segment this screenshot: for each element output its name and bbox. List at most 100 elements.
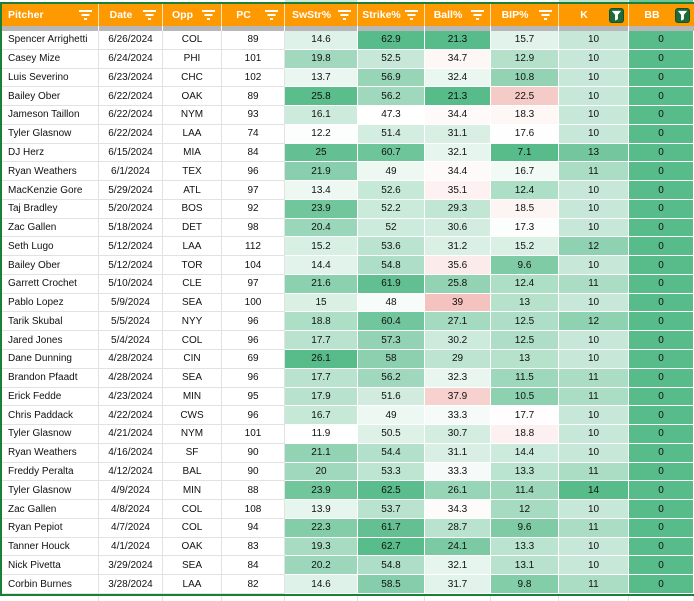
cell-strike[interactable]: 58 xyxy=(358,350,425,369)
cell-date[interactable]: 5/12/2024 xyxy=(99,256,163,275)
cell-ball[interactable]: 27.1 xyxy=(425,312,491,332)
cell-bb[interactable]: 0 xyxy=(629,218,694,238)
cell-pitcher[interactable]: Tyler Glasnow xyxy=(2,124,99,144)
cell-swstr[interactable]: 17.7 xyxy=(285,331,358,351)
cell-bip[interactable]: 12.5 xyxy=(491,312,559,332)
filter-icon-swstr[interactable] xyxy=(338,10,351,20)
cell-bip[interactable]: 12.4 xyxy=(491,181,559,200)
cell-ball[interactable]: 32.1 xyxy=(425,143,491,163)
cell-ball[interactable]: 21.3 xyxy=(425,31,491,50)
cell-k[interactable]: 10 xyxy=(559,218,629,238)
filter-icon-date[interactable] xyxy=(143,10,156,20)
cell-bip[interactable]: 18.8 xyxy=(491,425,559,444)
cell-bb[interactable]: 0 xyxy=(629,181,694,200)
cell-ball[interactable]: 31.7 xyxy=(425,575,491,594)
cell-ball[interactable]: 30.6 xyxy=(425,218,491,238)
cell-bip[interactable]: 13 xyxy=(491,293,559,313)
cell-k[interactable]: 10 xyxy=(559,124,629,144)
cell-swstr[interactable]: 20 xyxy=(285,462,358,482)
cell-k[interactable]: 10 xyxy=(559,537,629,557)
cell-strike[interactable]: 49 xyxy=(358,406,425,426)
cell-pitcher[interactable]: Zac Gallen xyxy=(2,500,99,519)
partial-cell[interactable] xyxy=(491,596,559,601)
cell-date[interactable]: 6/22/2024 xyxy=(99,124,163,144)
cell-pc[interactable]: 82 xyxy=(222,575,285,594)
cell-k[interactable]: 11 xyxy=(559,387,629,407)
cell-strike[interactable]: 61.9 xyxy=(358,274,425,294)
cell-opp[interactable]: COL xyxy=(163,518,222,538)
filter-icon-opp[interactable] xyxy=(202,10,215,20)
cell-pc[interactable]: 74 xyxy=(222,124,285,144)
cell-pc[interactable]: 112 xyxy=(222,237,285,257)
cell-swstr[interactable]: 21.9 xyxy=(285,162,358,182)
cell-bb[interactable]: 0 xyxy=(629,143,694,163)
cell-k[interactable]: 10 xyxy=(559,406,629,426)
cell-date[interactable]: 3/29/2024 xyxy=(99,556,163,576)
cell-swstr[interactable]: 21.6 xyxy=(285,274,358,294)
cell-pitcher[interactable]: Seth Lugo xyxy=(2,237,99,257)
cell-pc[interactable]: 89 xyxy=(222,87,285,107)
cell-strike[interactable]: 56.2 xyxy=(358,87,425,107)
cell-pitcher[interactable]: Zac Gallen xyxy=(2,218,99,238)
cell-bip[interactable]: 13.3 xyxy=(491,462,559,482)
cell-swstr[interactable]: 20.2 xyxy=(285,556,358,576)
cell-bip[interactable]: 13.3 xyxy=(491,537,559,557)
cell-strike[interactable]: 53.3 xyxy=(358,462,425,482)
header-cell-pc[interactable]: PC xyxy=(222,4,285,26)
cell-pitcher[interactable]: Casey Mize xyxy=(2,49,99,69)
cell-pitcher[interactable]: MacKenzie Gore xyxy=(2,181,99,200)
cell-bb[interactable]: 0 xyxy=(629,462,694,482)
cell-date[interactable]: 4/23/2024 xyxy=(99,387,163,407)
cell-bip[interactable]: 10.8 xyxy=(491,68,559,88)
cell-date[interactable]: 4/16/2024 xyxy=(99,443,163,463)
cell-bb[interactable]: 0 xyxy=(629,106,694,125)
cell-pitcher[interactable]: Brandon Pfaadt xyxy=(2,368,99,388)
cell-ball[interactable]: 35.1 xyxy=(425,181,491,200)
cell-bb[interactable]: 0 xyxy=(629,49,694,69)
cell-bb[interactable]: 0 xyxy=(629,87,694,107)
cell-bb[interactable]: 0 xyxy=(629,31,694,50)
cell-swstr[interactable]: 25.8 xyxy=(285,87,358,107)
cell-opp[interactable]: TEX xyxy=(163,162,222,182)
header-cell-swstr[interactable]: SwStr% xyxy=(285,4,358,26)
cell-pitcher[interactable]: Taj Bradley xyxy=(2,199,99,219)
cell-swstr[interactable]: 23.9 xyxy=(285,481,358,501)
cell-ball[interactable]: 30.2 xyxy=(425,331,491,351)
cell-k[interactable]: 10 xyxy=(559,106,629,125)
cell-ball[interactable]: 29 xyxy=(425,350,491,369)
cell-bip[interactable]: 9.6 xyxy=(491,518,559,538)
cell-date[interactable]: 4/28/2024 xyxy=(99,350,163,369)
cell-k[interactable]: 12 xyxy=(559,237,629,257)
cell-pitcher[interactable]: Luis Severino xyxy=(2,68,99,88)
cell-ball[interactable]: 33.3 xyxy=(425,462,491,482)
cell-date[interactable]: 4/12/2024 xyxy=(99,462,163,482)
cell-swstr[interactable]: 16.7 xyxy=(285,406,358,426)
cell-opp[interactable]: CLE xyxy=(163,274,222,294)
cell-date[interactable]: 4/7/2024 xyxy=(99,518,163,538)
cell-opp[interactable]: CIN xyxy=(163,350,222,369)
cell-date[interactable]: 6/26/2024 xyxy=(99,31,163,50)
cell-swstr[interactable]: 14.6 xyxy=(285,575,358,594)
cell-date[interactable]: 4/21/2024 xyxy=(99,425,163,444)
cell-bip[interactable]: 18.3 xyxy=(491,106,559,125)
cell-strike[interactable]: 53.7 xyxy=(358,500,425,519)
cell-opp[interactable]: DET xyxy=(163,218,222,238)
cell-swstr[interactable]: 14.6 xyxy=(285,31,358,50)
cell-swstr[interactable]: 20.4 xyxy=(285,218,358,238)
cell-k[interactable]: 11 xyxy=(559,274,629,294)
cell-bip[interactable]: 17.3 xyxy=(491,218,559,238)
cell-k[interactable]: 10 xyxy=(559,68,629,88)
cell-date[interactable]: 6/22/2024 xyxy=(99,106,163,125)
cell-bip[interactable]: 12.4 xyxy=(491,274,559,294)
partial-cell[interactable] xyxy=(285,596,358,601)
cell-pitcher[interactable]: Tanner Houck xyxy=(2,537,99,557)
cell-opp[interactable]: CWS xyxy=(163,406,222,426)
partial-cell[interactable] xyxy=(559,596,629,601)
cell-swstr[interactable]: 22.3 xyxy=(285,518,358,538)
cell-opp[interactable]: LAA xyxy=(163,124,222,144)
cell-pc[interactable]: 108 xyxy=(222,500,285,519)
cell-ball[interactable]: 30.7 xyxy=(425,425,491,444)
cell-bb[interactable]: 0 xyxy=(629,518,694,538)
cell-bb[interactable]: 0 xyxy=(629,237,694,257)
cell-opp[interactable]: NYY xyxy=(163,312,222,332)
